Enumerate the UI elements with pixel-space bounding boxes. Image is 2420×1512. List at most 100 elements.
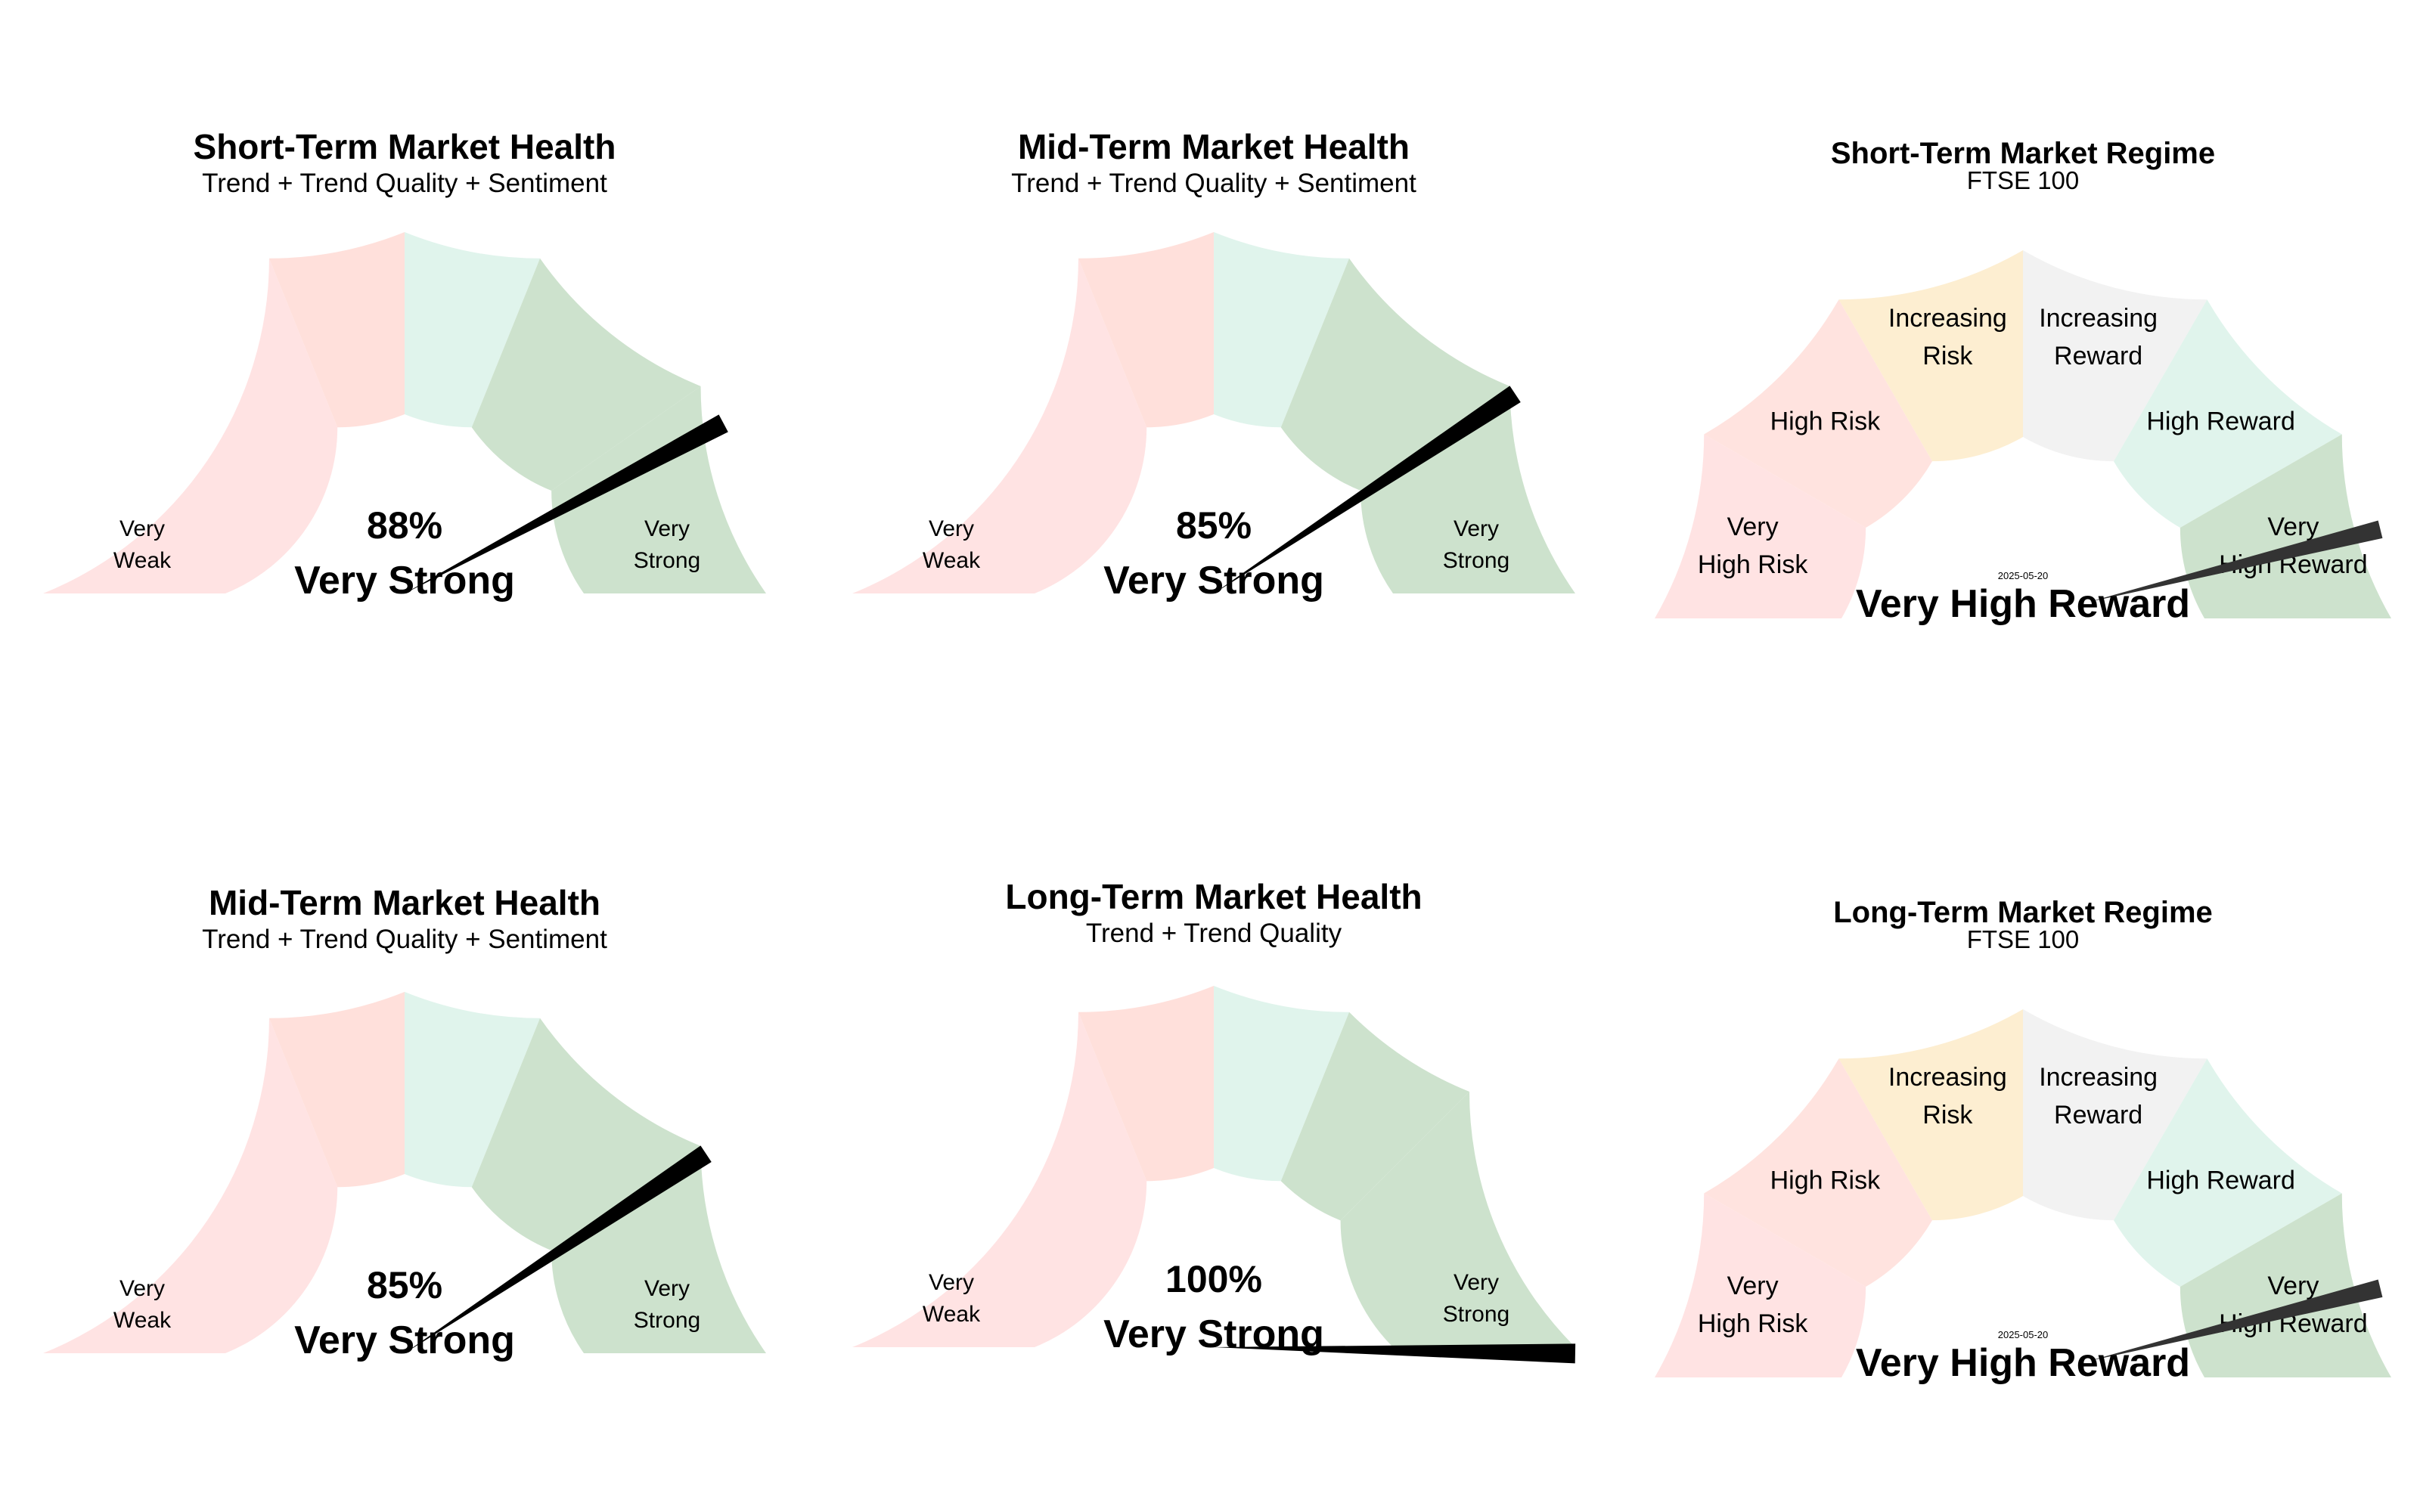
zone-high-reward [2114,299,2342,528]
gauge-title: Long-Term Market Health [1005,877,1422,916]
zone-very-strong [1360,386,1575,593]
zone-neutral [1214,986,1350,1182]
zone-very-strong [551,1145,766,1353]
zone-label: Strong [634,1308,700,1333]
segment-label: Very [2267,1272,2319,1300]
segment-label: High Risk [1698,1309,1808,1338]
zone-label: Very [1454,516,1499,541]
zone-very-weak [852,1012,1147,1347]
gauge-status: Very Strong [294,559,515,603]
gauge-value: 85% [1176,504,1252,547]
gauge-status: Very High Reward [1856,1341,2190,1385]
gauge-needle [405,1145,712,1353]
gauge-needle [2089,1279,2383,1362]
zone-label: Very [929,1270,974,1295]
gauge-subtitle: Trend + Trend Quality [1086,919,1342,948]
zone-strong [471,258,701,491]
gauge-subtitle: Trend + Trend Quality + Sentiment [202,169,607,198]
gauge-title: Short-Term Market Health [194,127,616,166]
zone-high-risk [1704,1058,1932,1287]
zone-high-risk [1704,299,1932,528]
segment-label: Very [2267,513,2319,541]
zone-increasing-risk [1838,250,2023,462]
zone-label: Very [644,516,690,541]
health-gauge: Mid-Term Market Health Trend + Trend Qual… [43,883,766,1362]
zone-weak [268,992,405,1188]
segment-label: Risk [1922,342,1973,370]
zone-increasing-reward [2023,250,2207,462]
gauge-needle [1214,1343,1576,1364]
gauge-subtitle: FTSE 100 [1967,925,2080,953]
segment-label: High Risk [1770,407,1881,435]
zone-label: Strong [634,548,700,573]
segment-label: Increasing [1888,304,2007,333]
zone-increasing-reward [2023,1009,2207,1221]
segment-label: Very [1727,1272,1779,1300]
zone-neutral [1214,232,1350,428]
zone-strong [471,1018,701,1251]
zone-label: Weak [113,548,172,573]
segment-label: High Risk [1770,1166,1881,1194]
zone-label: Very [644,1276,690,1301]
segment-label: Increasing [2039,304,2158,333]
zone-strong [1280,258,1510,491]
segment-label: Risk [1922,1101,1973,1129]
zone-very-strong [551,386,766,593]
zone-very-weak [43,258,338,593]
gauge-value: 100% [1165,1258,1262,1300]
zone-very-high-risk [1655,434,1866,618]
gauge-title: Mid-Term Market Health [209,883,600,922]
gauge-status: Very Strong [1103,559,1324,603]
zone-increasing-risk [1838,1009,2023,1221]
health-gauge: Short-Term Market Health Trend + Trend Qu… [43,127,766,603]
zone-very-strong [1340,1092,1575,1347]
zone-weak [1078,232,1214,428]
zone-very-weak [852,258,1147,593]
zone-weak [268,232,405,428]
gauge-status: Very Strong [294,1318,515,1362]
zone-label: Weak [923,1302,981,1327]
zone-very-weak [43,1018,338,1353]
segment-label: Reward [2054,1101,2142,1129]
zone-label: Very [929,516,974,541]
zone-neutral [405,232,541,428]
segment-label: High Reward [2146,1166,2295,1194]
zone-very-high-risk [1655,1193,1866,1377]
zone-strong [1280,1012,1469,1221]
zone-very-high-reward [2180,1193,2391,1377]
zone-label: Very [119,1276,165,1301]
segment-label: Very [1727,513,1779,541]
gauge-value: 85% [367,1264,442,1306]
segment-label: Increasing [2039,1063,2158,1092]
gauge-title: Short-Term Market Regime [1831,137,2215,170]
health-gauge: Mid-Term Market Health Trend + Trend Qual… [852,127,1575,603]
segment-label: Increasing [1888,1063,2007,1092]
health-gauge: Long-Term Market Health Trend + Trend Qua… [852,877,1576,1364]
gauge-needle [405,414,728,593]
gauge-subtitle: Trend + Trend Quality + Sentiment [202,925,607,954]
gauge-title: Mid-Term Market Health [1018,127,1410,166]
gauge-subtitle: FTSE 100 [1967,166,2080,194]
zone-label: Strong [1443,548,1509,573]
gauge-value: 88% [367,504,442,547]
gauge-needle [2089,520,2383,603]
zone-label: Weak [923,548,981,573]
segment-label: High Reward [2146,407,2295,435]
segment-label: Reward [2054,342,2142,370]
zone-label: Strong [1443,1302,1509,1327]
date-label: 2025-05-20 [1998,570,2049,581]
zone-label: Very [1454,1270,1499,1295]
gauge-status: Very Strong [1103,1312,1324,1356]
zone-very-high-reward [2180,434,2391,618]
zone-label: Very [119,516,165,541]
zone-weak [1078,986,1214,1182]
gauge-title: Long-Term Market Regime [1833,896,2213,929]
gauge-subtitle: Trend + Trend Quality + Sentiment [1011,169,1416,198]
gauge-status: Very High Reward [1856,582,2190,626]
zone-label: Weak [113,1308,172,1333]
segment-label: High Risk [1698,550,1808,579]
zone-neutral [405,992,541,1188]
